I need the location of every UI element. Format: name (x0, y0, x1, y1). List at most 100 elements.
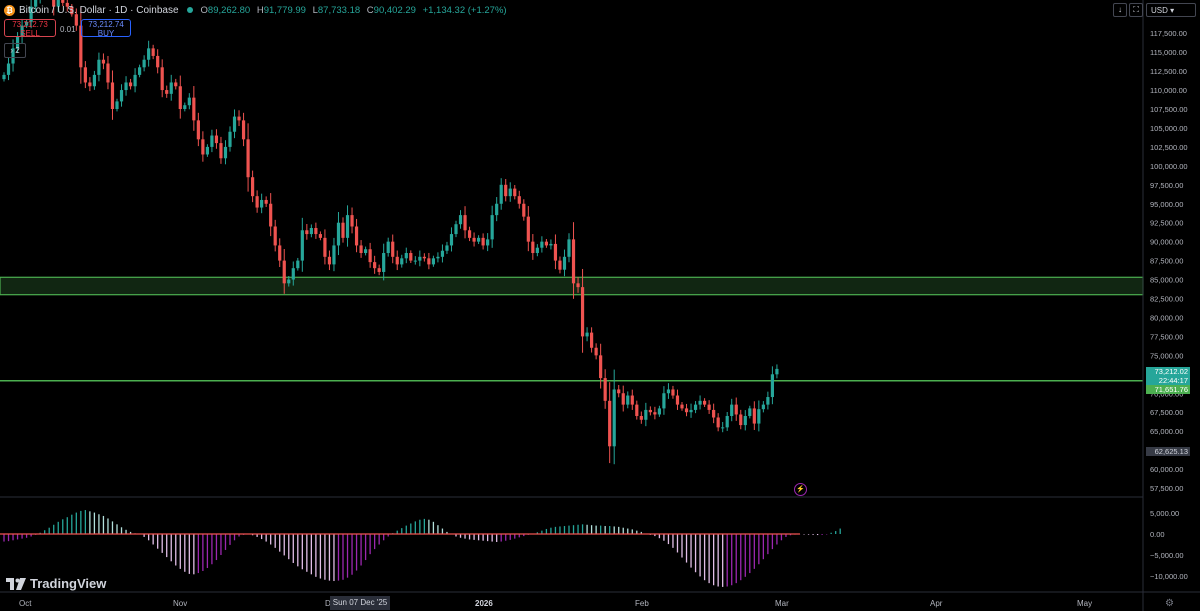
candle-body (725, 415, 729, 428)
spread-value: 0.01 (60, 25, 76, 34)
candle-body (449, 234, 454, 246)
candle-body (743, 415, 747, 426)
candle-body (413, 260, 417, 262)
candle-body (558, 260, 562, 270)
candle-body (300, 230, 304, 261)
candle-body (156, 55, 160, 68)
candle-body (160, 67, 164, 91)
candle-body (359, 245, 363, 254)
price-tick-label: 77,500.00 (1150, 332, 1183, 341)
candle-body (219, 143, 223, 159)
price-tick-label: 117,500.00 (1150, 29, 1187, 38)
candle-body (282, 260, 286, 284)
price-tick-label: 105,000.00 (1150, 124, 1188, 133)
candle-body (486, 239, 490, 246)
candle-body (255, 196, 259, 208)
candle-body (395, 256, 399, 265)
candle-body (698, 400, 702, 405)
candle-body (142, 59, 146, 68)
crosshair-date-label: Sun 07 Dec '25 (330, 596, 390, 610)
candle-body (653, 412, 657, 415)
candle-body (214, 135, 219, 144)
candle-body (517, 196, 521, 204)
candle-body (246, 139, 250, 178)
candle-body (6, 63, 11, 75)
candle-body (748, 408, 752, 416)
candle-body (52, 0, 56, 7)
tradingview-logo: TradingView (6, 576, 106, 591)
candle-body (404, 253, 408, 259)
tradingview-icon (6, 577, 26, 590)
candle-body (15, 36, 20, 49)
candle-body (549, 243, 553, 246)
candle-body (712, 409, 716, 418)
candle-body (260, 199, 264, 208)
price-tick-label: 110,000.00 (1150, 86, 1187, 95)
candle-body (644, 409, 648, 420)
candle-body (228, 131, 232, 147)
sell-button[interactable]: 73,212.73 SELL (4, 19, 56, 37)
candle-body (603, 378, 607, 401)
gear-icon[interactable]: ⚙ (1165, 598, 1174, 609)
candle-body (241, 120, 246, 140)
fullscreen-icon[interactable]: ⛶ (1129, 3, 1143, 17)
market-status-dot (186, 7, 193, 13)
symbol-header: ₿ Bitcoin / U.S. Dollar · 1D · Coinbase … (4, 3, 511, 17)
symbol-title[interactable]: Bitcoin / U.S. Dollar · 1D · Coinbase (19, 4, 179, 16)
candle-body (707, 404, 711, 410)
candle-body (124, 82, 128, 91)
oscillator-histogram (0, 510, 841, 587)
candle-body (540, 241, 544, 248)
candle-body (454, 224, 458, 235)
chevron-down-icon: › (10, 46, 13, 55)
x-label-oct: Oct (19, 599, 32, 608)
candle-body (269, 203, 273, 227)
candle-body (74, 14, 78, 26)
candle-body (684, 408, 689, 413)
x-label-2026: 2026 (475, 599, 493, 608)
candle-body (364, 249, 368, 254)
candle-body (770, 374, 774, 398)
candle-body (463, 215, 467, 231)
price-tick-label: 92,500.00 (1150, 219, 1183, 228)
logo-text: TradingView (30, 576, 107, 591)
candle-body (251, 177, 255, 197)
price-tick-label: 82,500.00 (1150, 295, 1183, 304)
oscillator-tick-label: 0.00 (1150, 530, 1165, 539)
ohlc-low: 87,733.18 (317, 4, 361, 16)
currency-select[interactable]: USD ▾ (1146, 3, 1196, 17)
candle-body (187, 97, 191, 106)
candle-body (721, 427, 725, 429)
candle-body (739, 414, 743, 426)
sell-price: 73,212.73 (12, 20, 48, 29)
candle-body (34, 0, 38, 7)
candle-body (693, 404, 698, 410)
candle-body (617, 389, 621, 394)
candle-body (264, 199, 268, 204)
candle-body (504, 184, 508, 197)
ohlc-high: 91,779.99 (263, 4, 306, 16)
candle-body (210, 135, 214, 147)
bar-countdown-label: 22:44:17 (1146, 376, 1190, 385)
candle-body (689, 409, 693, 413)
candle-body (418, 256, 422, 261)
price-tick-label: 90,000.00 (1150, 238, 1183, 247)
candle-body (83, 67, 87, 83)
lightning-icon[interactable]: ⚡ (794, 483, 807, 496)
candle-body (734, 404, 738, 415)
candle-body (382, 253, 386, 272)
buy-button[interactable]: 73,212.74 BUY (81, 19, 131, 37)
candle-body (183, 105, 187, 109)
candle-body (630, 395, 634, 405)
candle-body (757, 409, 761, 424)
candle-body (296, 260, 300, 269)
candle-body (232, 116, 237, 132)
price-tick-label: 112,500.00 (1150, 67, 1187, 76)
candle-body (585, 332, 589, 337)
candle-body (666, 389, 671, 394)
candle-body (422, 256, 426, 259)
lots-stepper[interactable]: › 2 (4, 43, 26, 58)
download-icon[interactable]: ↓ (1113, 3, 1127, 17)
candle-body (621, 393, 625, 405)
